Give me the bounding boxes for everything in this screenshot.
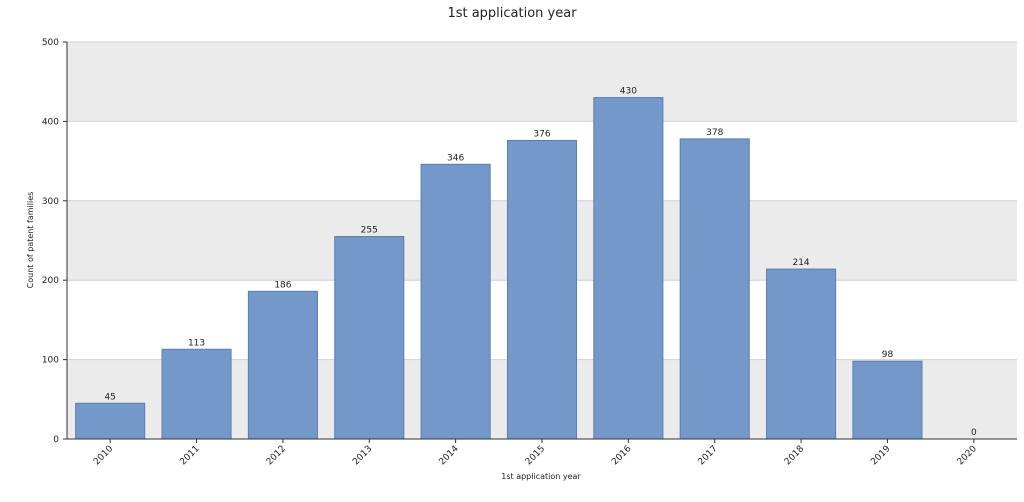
value-labels: 45 113 186 255 346 376 430 378 214 98 0 (104, 87, 976, 438)
y-tick-label: 100 (42, 356, 59, 366)
x-tick-label-2014: 2014 (437, 444, 460, 467)
y-tick-label: 300 (42, 197, 59, 207)
background-band (67, 42, 1017, 122)
bar-2011[interactable] (161, 348, 232, 440)
value-label-2016: 430 (620, 87, 637, 97)
value-label-2017: 378 (706, 128, 723, 138)
bar-2010[interactable] (75, 402, 146, 440)
y-tick-label: 200 (42, 276, 59, 286)
bar-2018[interactable] (766, 268, 837, 440)
bar-2013[interactable] (334, 236, 405, 440)
y-tick-labels: 0 100 200 300 400 500 (42, 38, 67, 445)
bars (75, 97, 923, 440)
x-tick-label-2011: 2011 (178, 444, 201, 467)
x-tick-label-2013: 2013 (351, 444, 374, 467)
value-label-2020: 0 (971, 428, 977, 438)
x-tick-label-2017: 2017 (697, 444, 720, 467)
x-tick-label-2016: 2016 (610, 444, 633, 467)
value-label-2015: 376 (533, 129, 550, 139)
bar-2014[interactable] (420, 163, 491, 440)
x-tick-labels: 2010 2011 2012 2013 2014 2015 2016 2017 2018 2019… (92, 439, 979, 467)
value-label-2013: 255 (361, 226, 378, 236)
value-label-2010: 45 (104, 392, 115, 402)
y-tick-label: 0 (53, 435, 59, 445)
value-label-2011: 113 (188, 338, 205, 348)
value-label-2018: 214 (792, 258, 809, 268)
bar-2016[interactable] (593, 97, 664, 440)
y-tick-label: 400 (42, 117, 59, 127)
y-axis-label: Count of patent families (26, 192, 35, 289)
bar-2017[interactable] (679, 138, 750, 440)
x-tick-label-2018: 2018 (783, 444, 806, 467)
x-tick-label-2010: 2010 (92, 444, 115, 467)
value-label-2014: 346 (447, 153, 464, 163)
x-axis-label: 1st application year (501, 472, 581, 481)
value-label-2019: 98 (882, 350, 894, 360)
x-tick-label-2015: 2015 (524, 444, 547, 467)
bar-2015[interactable] (506, 139, 578, 440)
bar-2012[interactable] (247, 290, 318, 440)
x-tick-label-2012: 2012 (265, 444, 288, 467)
y-tick-label: 500 (42, 38, 59, 48)
x-tick-label-2019: 2019 (869, 444, 892, 467)
value-label-2012: 186 (274, 280, 291, 290)
x-tick-label-2020: 2020 (956, 444, 979, 467)
bar-2019[interactable] (852, 360, 923, 440)
chart-title: 1st application year (447, 6, 577, 21)
